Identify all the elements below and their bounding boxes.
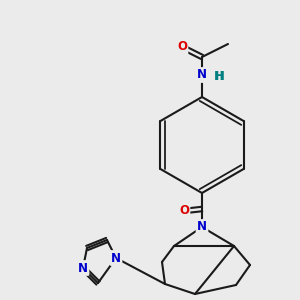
- Text: N: N: [78, 262, 88, 275]
- Text: N: N: [197, 220, 207, 233]
- Text: N: N: [111, 251, 121, 265]
- Text: N: N: [78, 262, 88, 275]
- Text: N: N: [197, 220, 207, 233]
- Text: O: O: [179, 205, 189, 218]
- Text: H: H: [215, 70, 225, 83]
- Text: O: O: [177, 40, 187, 53]
- Text: O: O: [179, 205, 189, 218]
- Text: O: O: [177, 40, 187, 53]
- Text: N: N: [197, 68, 207, 82]
- Text: N: N: [111, 251, 121, 265]
- Text: H: H: [214, 70, 224, 83]
- Text: N: N: [197, 68, 207, 82]
